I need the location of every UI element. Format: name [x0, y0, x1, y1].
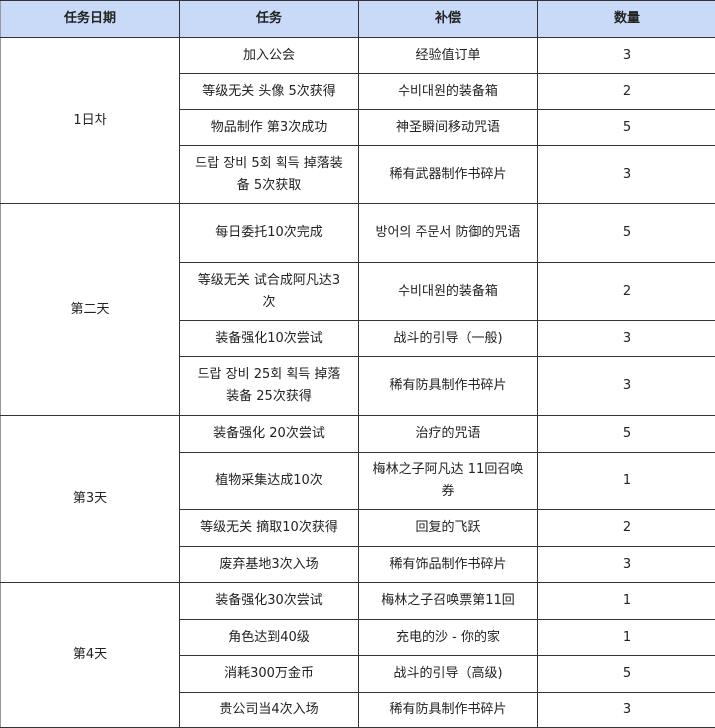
- quantity-cell: 1: [538, 453, 715, 510]
- task-cell: 装备强化 20次尝试: [180, 416, 359, 453]
- header-quantity: 数量: [538, 1, 715, 38]
- task-cell: 物品制作 第3次成功: [180, 110, 359, 146]
- quantity-cell: 3: [538, 321, 715, 357]
- header-task: 任务: [180, 1, 359, 38]
- task-cell: 드랍 장비 25회 획득 掉落装备 25次获得: [180, 357, 359, 416]
- quantity-cell: 1: [538, 620, 715, 656]
- reward-cell: 稀有武器制作书碎片: [359, 146, 538, 204]
- header-date: 任务日期: [1, 1, 180, 38]
- quantity-cell: 5: [538, 656, 715, 693]
- quantity-cell: 1: [538, 583, 715, 620]
- task-cell: 드랍 장비 5회 획득 掉落装备 5次获取: [180, 146, 359, 204]
- quantity-cell: 5: [538, 110, 715, 146]
- reward-cell: 充电的沙 - 你的家: [359, 620, 538, 656]
- task-cell: 等级无关 摘取10次获得: [180, 510, 359, 547]
- day-cell: 第3天: [1, 416, 180, 583]
- quantity-cell: 3: [538, 547, 715, 583]
- day-cell: 1日차: [1, 38, 180, 204]
- reward-cell: 战斗的引导（高级): [359, 656, 538, 693]
- task-cell: 加入公会: [180, 38, 359, 74]
- reward-cell: 回复的飞跃: [359, 510, 538, 547]
- reward-cell: 수비대원的装备箱: [359, 74, 538, 110]
- quantity-cell: 5: [538, 416, 715, 453]
- quantity-cell: 3: [538, 146, 715, 204]
- reward-cell: 수비대원的装备箱: [359, 263, 538, 321]
- task-cell: 装备强化10次尝试: [180, 321, 359, 357]
- day-cell: 第4天: [1, 583, 180, 728]
- quantity-cell: 2: [538, 510, 715, 547]
- reward-cell: 梅林之子阿凡达 11回召唤券: [359, 453, 538, 510]
- reward-cell: 战斗的引导（一般): [359, 321, 538, 357]
- day-cell: 第二天: [1, 204, 180, 416]
- quantity-cell: 5: [538, 204, 715, 263]
- reward-cell: 稀有防具制作书碎片: [359, 693, 538, 728]
- reward-cell: 방어의 주문서 防御的咒语: [359, 204, 538, 263]
- reward-cell: 经验值订单: [359, 38, 538, 74]
- task-cell: 等级无关 试合成阿凡达3次: [180, 263, 359, 321]
- reward-cell: 梅林之子召唤票第11回: [359, 583, 538, 620]
- quantity-cell: 2: [538, 263, 715, 321]
- task-cell: 贵公司当4次入场: [180, 693, 359, 728]
- reward-cell: 稀有饰品制作书碎片: [359, 547, 538, 583]
- quantity-cell: 3: [538, 693, 715, 728]
- reward-cell: 稀有防具制作书碎片: [359, 357, 538, 416]
- task-cell: 角色达到40级: [180, 620, 359, 656]
- quantity-cell: 2: [538, 74, 715, 110]
- task-cell: 等级无关 头像 5次获得: [180, 74, 359, 110]
- task-cell: 每日委托10次完成: [180, 204, 359, 263]
- header-row: 任务日期 任务 补偿 数量: [1, 1, 715, 38]
- task-cell: 废弃基地3次入场: [180, 547, 359, 583]
- reward-cell: 神圣瞬间移动咒语: [359, 110, 538, 146]
- header-reward: 补偿: [359, 1, 538, 38]
- task-cell: 装备强化30次尝试: [180, 583, 359, 620]
- quantity-cell: 3: [538, 357, 715, 416]
- reward-cell: 治疗的咒语: [359, 416, 538, 453]
- task-cell: 植物采集达成10次: [180, 453, 359, 510]
- task-cell: 消耗300万金币: [180, 656, 359, 693]
- quantity-cell: 3: [538, 38, 715, 74]
